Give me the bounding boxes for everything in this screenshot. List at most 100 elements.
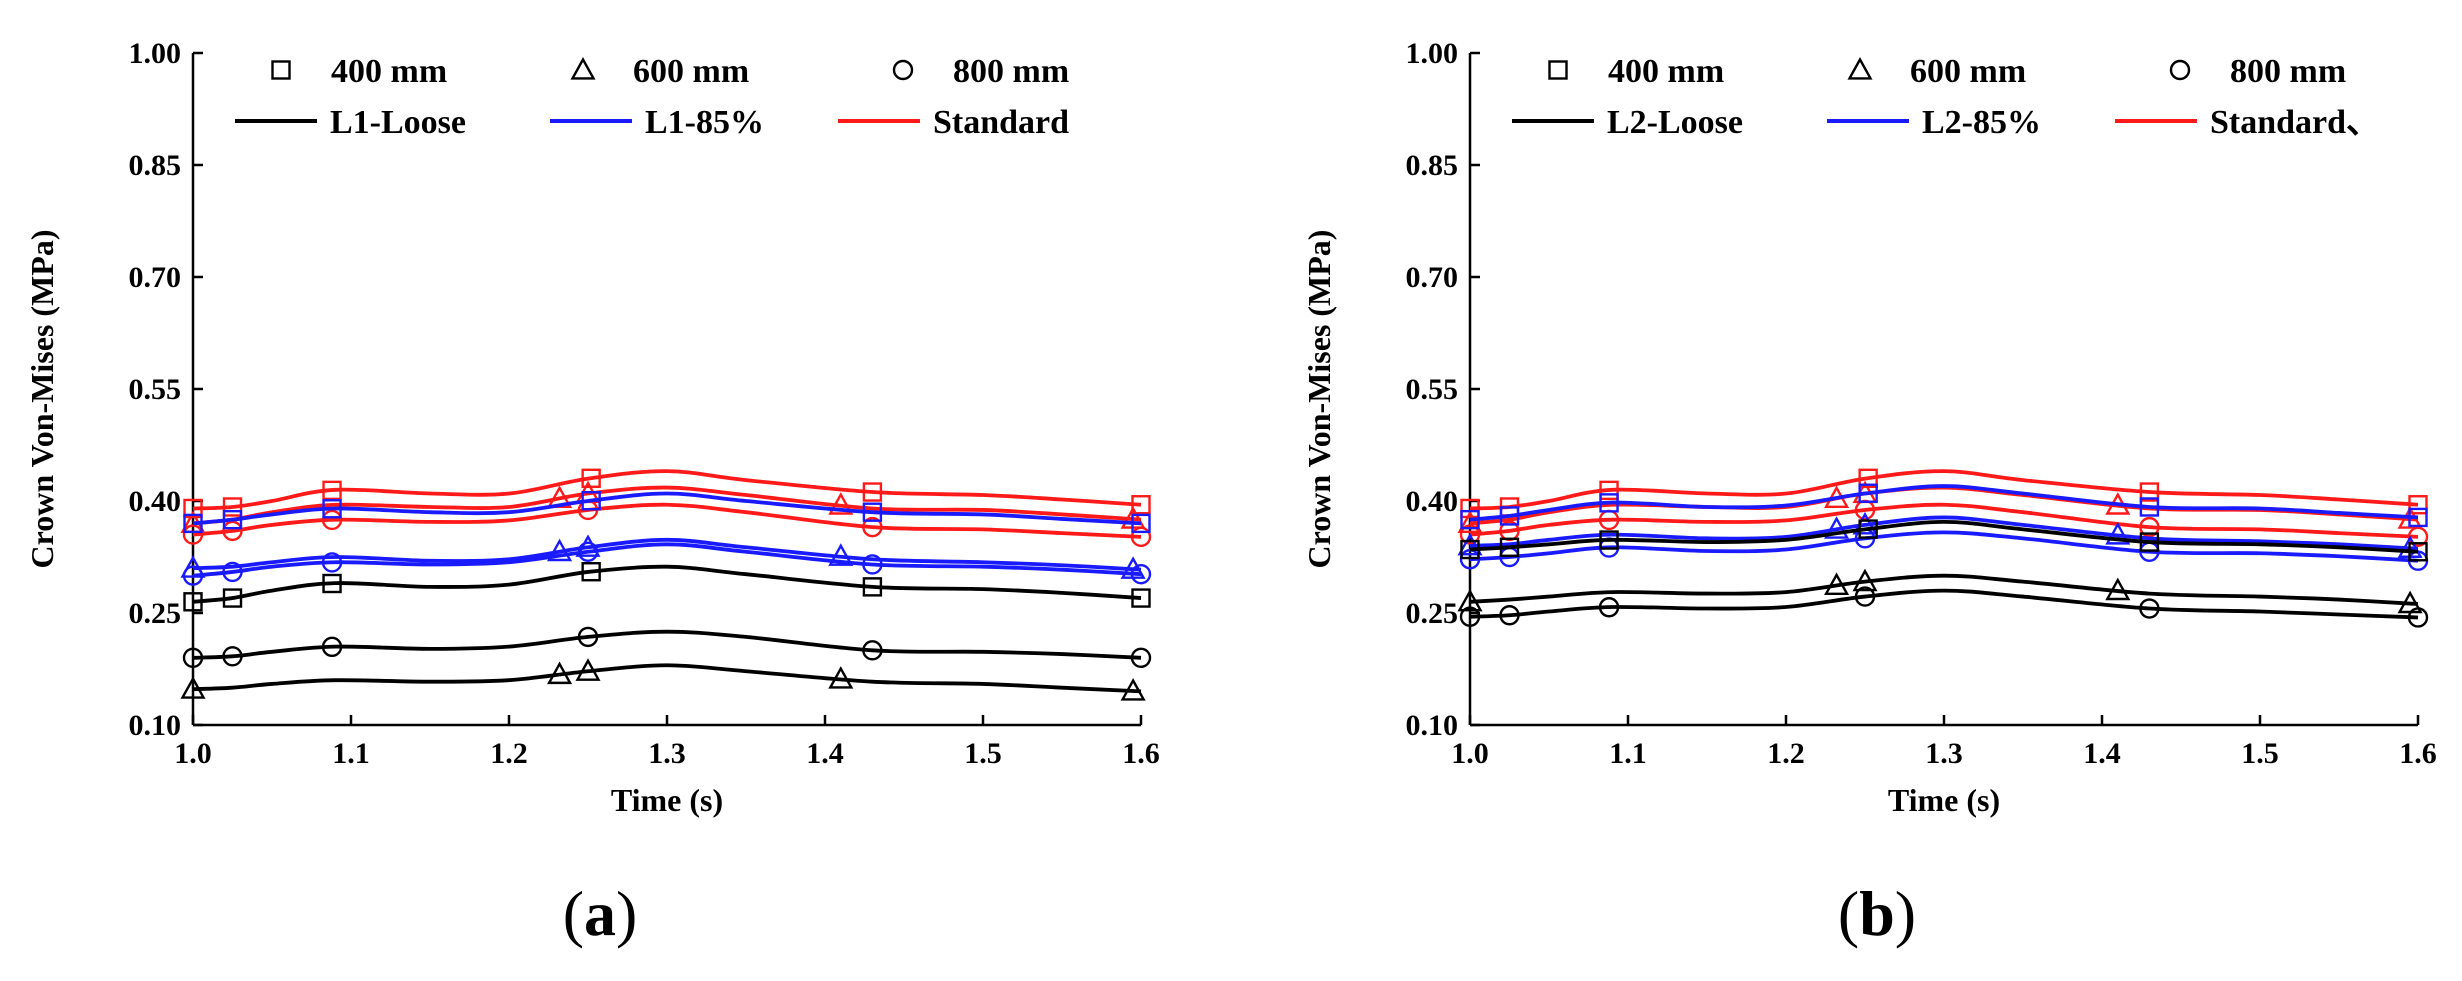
data-point-circle: [862, 516, 883, 538]
data-point-circle: [1499, 605, 1520, 626]
data-point-triangle: [1457, 588, 1483, 612]
y-tick-label: 0.85: [1406, 149, 1459, 182]
panel-label: (a): [563, 878, 638, 949]
legend-label: 400 mm: [331, 53, 447, 90]
data-point-circle: [1854, 586, 1876, 607]
x-axis-label: Time (s): [1888, 782, 2000, 818]
data-point-square: [1460, 509, 1480, 530]
data-point-circle: [862, 640, 883, 661]
data-point-square: [322, 499, 342, 519]
series-line: [192, 629, 1142, 660]
y-tick-label: 0.40: [129, 485, 182, 518]
data-point-circle: [1130, 526, 1152, 548]
y-tick-label: 0.55: [129, 373, 182, 406]
y-tick-label: 0.40: [1406, 485, 1459, 518]
x-tick-label: 1.1: [332, 737, 370, 770]
legend-label: L2-85%: [1922, 104, 2041, 141]
data-point-square: [2408, 495, 2428, 515]
legend-label: 400 mm: [1608, 53, 1724, 90]
data-point-circle: [182, 565, 204, 586]
y-axis-label: Crown Von-Mises (MPa): [24, 230, 60, 569]
data-point-square: [2408, 507, 2428, 528]
data-point-triangle: [547, 538, 573, 562]
x-tick-label: 1.6: [2399, 737, 2437, 770]
legend-marker-triangle: [1847, 57, 1873, 80]
data-point-square: [581, 491, 601, 511]
data-point-square: [183, 513, 203, 534]
data-point-circle: [862, 554, 883, 575]
y-tick-label: 0.70: [129, 261, 182, 294]
data-point-triangle: [828, 543, 854, 566]
data-point-circle: [2139, 598, 2160, 619]
data-point-square: [1858, 483, 1878, 503]
series-line: [1469, 502, 2419, 539]
legend: 400 mm 600 mm 800 mm L1-Loose L1-85% Standard: [235, 53, 1069, 141]
data-point-triangle: [1120, 678, 1146, 701]
data-point-square: [222, 588, 243, 608]
data-point-square: [1499, 506, 1520, 526]
legend-label: 800 mm: [2230, 53, 2346, 90]
legend-marker-circle: [2169, 59, 2191, 81]
data-point-square: [222, 509, 243, 530]
y-tick-label: 0.70: [1406, 261, 1459, 294]
x-tick-label: 1.0: [174, 737, 212, 770]
data-point-square: [1858, 519, 1878, 539]
legend-label: Standard、: [2210, 104, 2380, 141]
series-line: [192, 502, 1142, 539]
data-point-circle: [577, 626, 599, 648]
legend-marker-square: [271, 60, 291, 80]
series-line: [1469, 469, 2419, 511]
series-line: [192, 542, 1142, 578]
data-point-circle: [222, 646, 243, 667]
x-tick-label: 1.3: [648, 737, 686, 770]
legend-marker-square: [1548, 60, 1568, 80]
data-point-circle: [321, 509, 343, 531]
data-point-triangle: [547, 661, 573, 685]
legend: 400 mm 600 mm 800 mm L2-Loose L2-85% Standard…: [1512, 53, 2380, 141]
x-tick-label: 1.1: [1609, 737, 1647, 770]
data-point-square: [322, 480, 342, 501]
data-point-square: [1131, 495, 1151, 515]
data-point-triangle: [2105, 577, 2131, 601]
x-tick-label: 1.4: [806, 737, 844, 770]
panel-label: (b): [1838, 878, 1916, 949]
data-point-triangle: [1824, 516, 1850, 539]
x-tick-label: 1.2: [490, 737, 528, 770]
chart-panel-b: 0.10 0.25 0.40 0.55 0.70 0.85 1.00 1.0 1.1 1.2 1.3…: [1301, 37, 2437, 949]
series-line: [1469, 484, 2419, 522]
data-point-circle: [321, 636, 343, 658]
data-point-circle: [321, 552, 343, 573]
data-point-square: [1460, 539, 1480, 560]
series-line: [192, 537, 1142, 572]
data-point-circle: [577, 541, 599, 562]
x-tick-label: 1.5: [2241, 737, 2279, 770]
series-line: [192, 564, 1142, 604]
legend-label: Standard: [933, 104, 1069, 141]
y-axis-label: Crown Von-Mises (MPa): [1301, 230, 1337, 569]
x-axis-label: Time (s): [611, 782, 723, 818]
data-point-circle: [2407, 607, 2429, 628]
legend-label: 600 mm: [633, 53, 749, 90]
data-point-square: [222, 497, 243, 517]
data-point-circle: [1598, 597, 1620, 618]
data-point-triangle: [575, 658, 601, 681]
data-point-circle: [222, 561, 243, 583]
data-point-triangle: [1457, 510, 1483, 533]
data-point-triangle: [575, 534, 601, 557]
x-tick-label: 1.3: [1925, 737, 1963, 770]
data-point-circle: [182, 524, 204, 545]
legend-label: 800 mm: [953, 53, 1069, 90]
data-point-square: [1131, 588, 1151, 608]
x-tick-label: 1.6: [1122, 737, 1160, 770]
series-line: [1469, 588, 2419, 620]
legend-marker-triangle: [570, 57, 596, 80]
y-tick-label: 0.25: [129, 597, 182, 630]
series-line: [192, 663, 1142, 694]
data-point-square: [1599, 530, 1619, 550]
data-point-square: [322, 573, 342, 594]
legend-label: L1-85%: [645, 104, 764, 141]
series-line: [1469, 573, 2419, 606]
data-point-triangle: [180, 676, 206, 699]
series-line: [1469, 530, 2419, 563]
